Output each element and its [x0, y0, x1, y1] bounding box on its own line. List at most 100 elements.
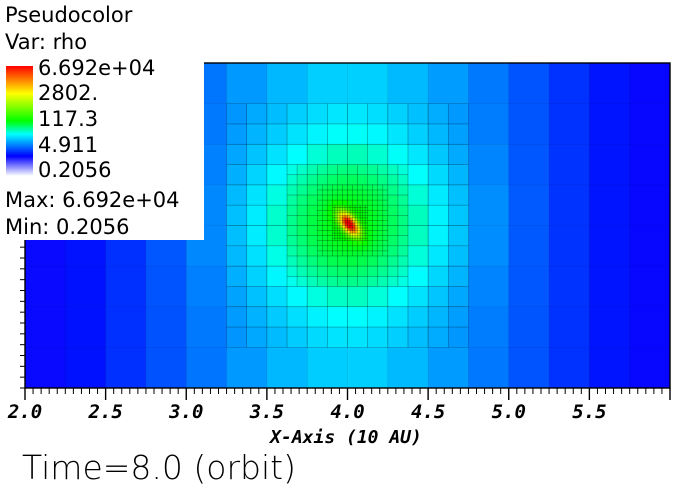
mesh-cell-outline [332, 184, 338, 191]
heatmap-cell [367, 164, 379, 176]
heatmap-cell [25, 266, 66, 308]
heatmap-cell [362, 210, 366, 214]
heatmap-cell [352, 222, 356, 226]
mesh-cell-outline [367, 250, 373, 257]
mesh-cell-outline [332, 227, 336, 231]
mesh-cell-outline [359, 220, 363, 224]
mesh-cell-outline [387, 215, 399, 226]
heatmap-cell [372, 205, 379, 211]
heatmap-cell [337, 189, 343, 196]
mesh-cell-outline [347, 265, 358, 277]
mesh-cell-outline [266, 286, 288, 308]
heatmap-cell [337, 212, 341, 216]
heatmap-cell [468, 184, 510, 226]
mesh-cell-outline [387, 143, 409, 165]
mesh-cell-outline [427, 123, 449, 145]
heatmap-cell [397, 266, 409, 277]
mesh-cell-outline [372, 215, 379, 221]
heatmap-cell [339, 217, 343, 221]
heatmap-cell [317, 230, 323, 237]
heatmap-cell [332, 212, 336, 216]
mesh-cell-outline [226, 245, 248, 267]
mesh-cell-outline [286, 225, 298, 236]
heatmap-cell [355, 230, 358, 234]
heatmap-cell [362, 207, 366, 211]
heatmap-cell [307, 184, 318, 196]
mesh-cell-outline [352, 235, 356, 239]
heatmap-cell [397, 255, 409, 267]
heatmap-cell [397, 235, 409, 247]
heatmap-cell [428, 184, 449, 206]
heatmap-cell [342, 220, 346, 224]
heatmap-cell [352, 195, 358, 201]
heatmap-cell [629, 225, 671, 267]
mesh-cell-outline [327, 184, 333, 191]
heatmap-cell [347, 174, 358, 186]
heatmap-cell [266, 63, 308, 105]
mesh-cell-outline [364, 220, 368, 224]
heatmap-cell [549, 144, 590, 186]
heatmap-cell [377, 205, 384, 211]
mesh-cell-outline [352, 225, 356, 229]
mesh-cell-outline [407, 143, 429, 165]
mesh-cell-outline [377, 199, 384, 206]
mesh-cell-outline [226, 326, 248, 348]
heatmap-cell [387, 255, 399, 267]
heatmap-cell [360, 205, 364, 209]
mesh-cell-outline [362, 235, 366, 239]
heatmap-cell [347, 144, 369, 165]
heatmap-cell [407, 103, 429, 125]
mesh-cell-outline [357, 212, 361, 216]
heatmap-cell [307, 266, 318, 277]
heatmap-cell [372, 240, 379, 247]
heatmap-cell [266, 164, 288, 186]
heatmap-cell [327, 184, 333, 191]
heatmap-cell [344, 207, 348, 211]
heatmap-cell [387, 123, 409, 145]
mesh-cell-outline [337, 232, 341, 236]
mesh-cell-outline [387, 286, 409, 308]
mesh-cell-outline [407, 225, 429, 247]
heatmap-cell [317, 210, 323, 216]
heatmap-cell [337, 164, 348, 176]
heatmap-cell [357, 200, 364, 206]
heatmap-cell [387, 205, 399, 216]
mesh-cell-outline [342, 240, 348, 247]
heatmap-cell [350, 230, 353, 234]
mesh-cell-outline [349, 227, 353, 231]
mesh-cell-outline [349, 207, 353, 211]
heatmap-cell [334, 220, 338, 224]
heatmap-cell [387, 63, 429, 105]
mesh-cell-outline [339, 232, 343, 236]
heatmap-cell [327, 225, 333, 231]
mesh-cell-outline [344, 209, 348, 214]
heatmap-cell [350, 220, 353, 224]
heatmap-cell [508, 306, 550, 348]
heatmap-cell [327, 250, 333, 257]
heatmap-cell [287, 225, 298, 237]
mesh-cell-outline [362, 215, 366, 219]
mesh-cell-outline [296, 215, 308, 226]
heatmap-cell [337, 210, 341, 214]
mesh-cell-outline [334, 217, 338, 221]
mesh-cell-outline [337, 164, 348, 176]
heatmap-cell [297, 245, 308, 257]
heatmap-cell [407, 327, 429, 348]
heatmap-cell [287, 235, 298, 247]
heatmap-cell [387, 144, 409, 165]
mesh-cell-outline [332, 194, 338, 201]
heatmap-cell [365, 238, 369, 242]
heatmap-cell [357, 240, 364, 247]
mesh-cell-outline [354, 230, 358, 234]
heatmap-cell [365, 205, 369, 209]
heatmap-cell [407, 123, 429, 145]
mesh-cell-outline [334, 230, 338, 234]
heatmap-cell [226, 205, 248, 226]
mesh-cell-outline [354, 217, 358, 221]
heatmap-cell [362, 189, 369, 196]
heatmap-cell [337, 266, 348, 277]
mesh-cell-outline [407, 103, 429, 125]
mesh-cell-outline [362, 209, 366, 214]
mesh-cell-outline [367, 199, 373, 206]
mesh-cell-outline [397, 215, 409, 226]
